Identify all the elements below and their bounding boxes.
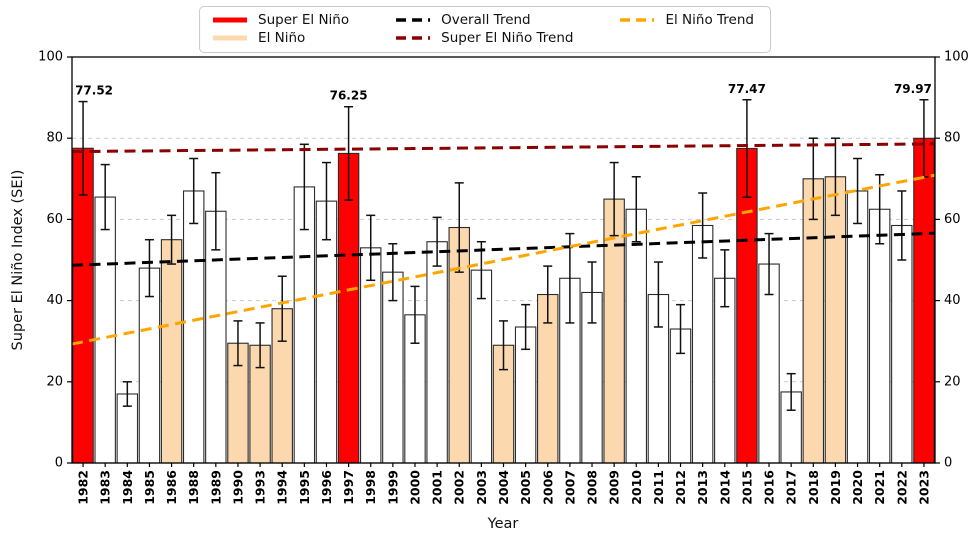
- xtick-label-2008: 2008: [585, 470, 600, 505]
- x-axis-title: Year: [487, 516, 519, 532]
- xtick-label-2003: 2003: [474, 470, 489, 505]
- legend-swatch-super-el-ni-o-icon: [213, 17, 248, 23]
- xtick-label-2009: 2009: [607, 470, 622, 505]
- el-ni-o-trend-line: [71, 173, 936, 346]
- ytick-label-left-60: 60: [46, 212, 63, 227]
- ytick-label-left-20: 20: [46, 374, 63, 389]
- bar-2019: [824, 176, 847, 464]
- ytick-label-left-100: 100: [38, 50, 63, 65]
- legend-item-el-ni-o: El Niño: [212, 30, 349, 46]
- xtick-label-2015: 2015: [739, 470, 754, 505]
- xtick-label-2000: 2000: [407, 470, 422, 505]
- chart-legend: Super El Niño El Niño Overall Trend Super E…: [199, 6, 771, 53]
- overall-trend-line: [71, 231, 936, 267]
- xtick-label-1990: 1990: [230, 470, 245, 505]
- ytick-label-left-40: 40: [46, 293, 63, 308]
- xtick-label-1989: 1989: [208, 470, 223, 505]
- ytick-label-right-40: 40: [944, 293, 961, 308]
- value-label-1997: 76.25: [330, 89, 368, 103]
- bar-1985: [138, 267, 161, 464]
- ytick-label-right-0: 0: [944, 456, 952, 471]
- legend-swatch-el-ni-o-icon: [213, 35, 248, 41]
- xtick-label-2013: 2013: [695, 470, 710, 505]
- legend-label-el-ni-o: El Niño: [258, 30, 306, 46]
- bar-1983: [94, 196, 116, 464]
- xtick-label-2007: 2007: [562, 470, 577, 505]
- legend-item-el-ni-o-trend: El Niño Trend: [619, 12, 754, 28]
- xtick-label-1995: 1995: [297, 470, 312, 505]
- xtick-label-2011: 2011: [651, 470, 666, 505]
- legend-label-super-el-ni-o-trend: Super El Niño Trend: [441, 30, 574, 46]
- xtick-label-2012: 2012: [673, 470, 688, 505]
- xtick-label-2023: 2023: [916, 470, 931, 505]
- xtick-label-2010: 2010: [629, 470, 644, 505]
- xtick-label-1983: 1983: [98, 470, 113, 505]
- legend-label-el-ni-o-trend: El Niño Trend: [665, 12, 754, 28]
- bar-1988: [182, 190, 205, 464]
- ytick-label-right-80: 80: [944, 131, 961, 146]
- legend-label-super-el-ni-o: Super El Niño: [258, 12, 350, 28]
- ytick-label-right-20: 20: [944, 374, 961, 389]
- bar-2001: [426, 241, 448, 464]
- bar-2020: [846, 190, 869, 464]
- super-el-ni-o-trend-line: [71, 142, 936, 154]
- xtick-label-2006: 2006: [540, 470, 555, 505]
- xtick-label-2014: 2014: [717, 470, 732, 505]
- xtick-label-2002: 2002: [452, 470, 467, 505]
- bar-2021: [868, 208, 891, 464]
- xtick-label-1985: 1985: [142, 470, 157, 505]
- xtick-label-1994: 1994: [275, 470, 290, 505]
- ytick-label-left-0: 0: [55, 456, 63, 471]
- bar-2013: [691, 224, 714, 464]
- xtick-label-1982: 1982: [76, 470, 91, 505]
- legend-swatch-el-ni-o-trend-icon: [620, 18, 655, 22]
- xtick-label-1988: 1988: [186, 470, 201, 505]
- bar-1986: [160, 239, 183, 464]
- xtick-label-1997: 1997: [341, 470, 356, 505]
- y-axis-title: Super El Niño Index (SEI): [10, 169, 26, 351]
- value-label-2023: 79.97: [894, 82, 932, 96]
- xtick-label-2001: 2001: [430, 470, 445, 505]
- xtick-label-1996: 1996: [319, 470, 334, 505]
- xtick-label-2021: 2021: [872, 470, 887, 505]
- xtick-label-1986: 1986: [164, 470, 179, 505]
- legend-item-super-el-ni-o-trend: Super El Niño Trend: [395, 30, 573, 46]
- bar-2018: [802, 178, 825, 464]
- xtick-label-2017: 2017: [784, 470, 799, 505]
- bar-2023: [913, 137, 935, 464]
- xtick-label-1999: 1999: [385, 470, 400, 505]
- legend-item-super-el-ni-o: Super El Niño: [212, 12, 349, 28]
- xtick-label-1993: 1993: [253, 470, 268, 505]
- xtick-label-1984: 1984: [120, 470, 135, 505]
- legend-label-overall-trend: Overall Trend: [441, 12, 531, 28]
- legend-swatch-super-el-ni-o-trend-icon: [396, 36, 431, 40]
- value-label-1982: 77.52: [75, 84, 113, 98]
- ytick-label-right-100: 100: [944, 50, 969, 65]
- xtick-label-1998: 1998: [363, 470, 378, 505]
- value-label-2015: 77.47: [728, 82, 766, 96]
- ytick-label-right-60: 60: [944, 212, 961, 227]
- bar-2010: [625, 208, 647, 464]
- xtick-label-2022: 2022: [894, 470, 909, 505]
- xtick-label-2018: 2018: [806, 470, 821, 505]
- xtick-label-2005: 2005: [518, 470, 533, 505]
- legend-swatch-overall-trend-icon: [396, 18, 431, 22]
- xtick-label-2019: 2019: [828, 470, 843, 505]
- bar-2022: [891, 224, 913, 464]
- xtick-label-2016: 2016: [762, 470, 777, 505]
- xtick-label-2020: 2020: [850, 470, 865, 505]
- xtick-label-2004: 2004: [496, 470, 511, 505]
- ytick-label-left-80: 80: [46, 131, 63, 146]
- legend-item-overall-trend: Overall Trend: [395, 12, 573, 28]
